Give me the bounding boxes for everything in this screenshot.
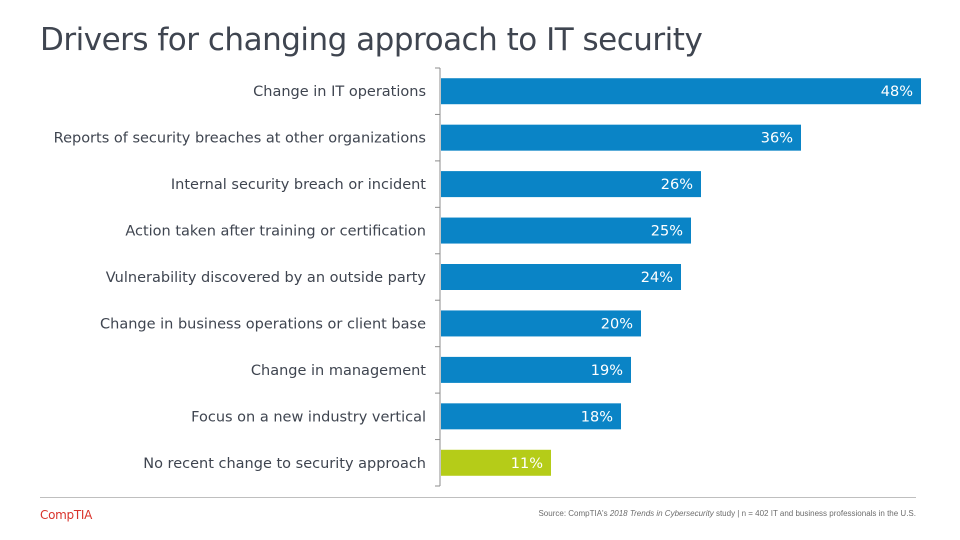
- bar: [441, 78, 921, 105]
- category-label: Change in management: [251, 363, 426, 379]
- bar: [441, 310, 641, 337]
- bar: [441, 171, 701, 198]
- category-label: Focus on a new industry vertical: [191, 409, 426, 425]
- category-label: Vulnerability discovered by an outside p…: [106, 270, 427, 286]
- source-suffix: study | n = 402 IT and business professi…: [713, 509, 916, 518]
- category-label: No recent change to security approach: [143, 456, 426, 472]
- data-label: 11%: [511, 456, 543, 472]
- category-label: Action taken after training or certifica…: [125, 224, 426, 240]
- bar: [441, 356, 631, 383]
- category-label: Internal security breach or incident: [171, 177, 426, 193]
- category-label: Change in IT operations: [253, 84, 426, 100]
- data-label: 48%: [881, 84, 913, 100]
- chart-title: Drivers for changing approach to IT secu…: [40, 22, 703, 58]
- bar: [441, 217, 691, 244]
- source-study: 2018 Trends in Cybersecurity: [609, 509, 714, 518]
- data-label: 20%: [601, 316, 633, 332]
- source-prefix: Source: CompTIA's: [538, 509, 608, 518]
- data-label: 24%: [641, 270, 673, 286]
- source-note: Source: CompTIA's 2018 Trends in Cyberse…: [538, 509, 916, 518]
- bar: [441, 403, 621, 430]
- bar: [441, 124, 801, 151]
- footer-divider: [40, 497, 916, 498]
- category-label: Reports of security breaches at other or…: [54, 131, 426, 147]
- data-label: 26%: [661, 177, 693, 193]
- category-label: Change in business operations or client …: [100, 316, 426, 332]
- bar: [441, 264, 681, 290]
- bar: [441, 449, 551, 476]
- data-label: 18%: [581, 409, 613, 425]
- comptia-logo: CompTIA: [40, 508, 93, 522]
- data-label: 19%: [591, 363, 623, 379]
- data-label: 25%: [651, 224, 683, 240]
- data-label: 36%: [761, 131, 793, 147]
